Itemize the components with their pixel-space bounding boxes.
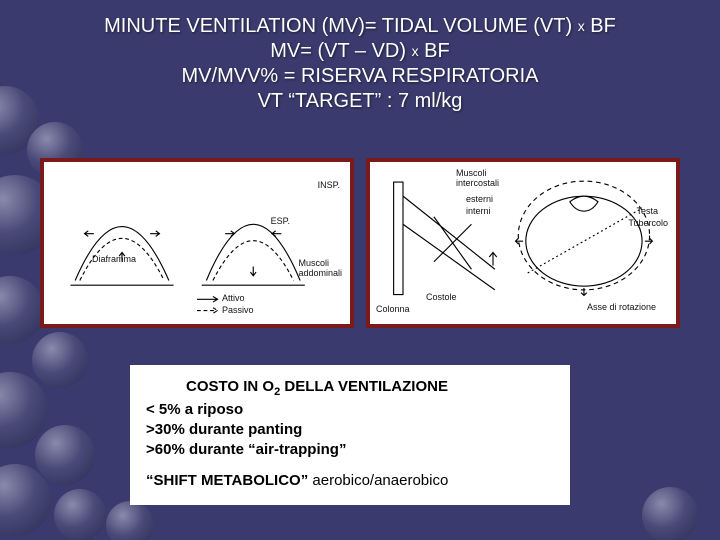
label-passivo: Passivo <box>222 305 254 315</box>
sphere-icon <box>54 489 106 540</box>
ribs-diagram <box>376 168 670 318</box>
cost-line-2: >30% durante panting <box>146 420 554 440</box>
title-l2a: MV= (VT – VD) <box>270 40 411 62</box>
title-line-4: VT “TARGET” : 7 ml/kg <box>40 89 680 114</box>
title-l1x: x <box>578 18 585 34</box>
diaphragm-diagram <box>50 168 344 318</box>
cost-box: COSTO IN O2 DELLA VENTILAZIONE < 5% a ri… <box>130 365 570 505</box>
title-line-3: MV/MVV% = RISERVA RESPIRATORIA <box>40 64 680 89</box>
label-attivo: Attivo <box>222 293 245 303</box>
title-l2x: x <box>412 43 419 59</box>
title-line-1: MINUTE VENTILATION (MV)= TIDAL VOLUME (V… <box>40 14 680 39</box>
cost-title: COSTO IN O2 DELLA VENTILAZIONE <box>146 377 554 400</box>
title-line-2: MV= (VT – VD) x BF <box>40 39 680 64</box>
sphere-icon <box>32 332 88 388</box>
diagram-left-box: Diaframma INSP. ESP. Muscoli addominali … <box>40 158 354 328</box>
label-colonna: Colonna <box>376 304 410 314</box>
title-l2b: BF <box>419 40 450 62</box>
cost-shift: “SHIFT METABOLICO” aerobico/anaerobico <box>146 471 554 491</box>
label-interni: interni <box>466 206 491 216</box>
label-muscoli-addominali: Muscoli addominali <box>298 258 342 278</box>
diagram-right-box: Colonna Muscoli intercostali esterni int… <box>366 158 680 328</box>
title-l1a: MINUTE VENTILATION (MV)= TIDAL VOLUME (V… <box>104 15 578 37</box>
cost-shift-rest: aerobico/anaerobico <box>308 472 448 489</box>
cost-line-3: >60% durante “air-trapping” <box>146 440 554 460</box>
slide-title: MINUTE VENTILATION (MV)= TIDAL VOLUME (V… <box>40 14 680 114</box>
cost-shift-bold: “SHIFT METABOLICO” <box>146 472 308 489</box>
sphere-icon <box>35 425 95 485</box>
sphere-icon <box>642 487 698 540</box>
label-testa: Testa <box>636 206 658 216</box>
title-l1b: BF <box>585 15 616 37</box>
diagram-row: Diaframma INSP. ESP. Muscoli addominali … <box>40 158 680 328</box>
label-tubercolo: Tubercolo <box>628 218 668 228</box>
label-esp: ESP. <box>271 216 290 226</box>
cost-line-1: < 5% a riposo <box>146 400 554 420</box>
cost-title-pre: COSTO IN O <box>186 378 274 395</box>
label-costole: Costole <box>426 292 457 302</box>
label-esterni: esterni <box>466 194 493 204</box>
label-muscoli-intercostali: Muscoli intercostali <box>456 168 499 188</box>
label-diaframma: Diaframma <box>92 254 136 264</box>
label-asse: Asse di rotazione <box>587 302 656 312</box>
label-insp: INSP. <box>318 180 340 190</box>
cost-title-post: DELLA VENTILAZIONE <box>280 378 448 395</box>
